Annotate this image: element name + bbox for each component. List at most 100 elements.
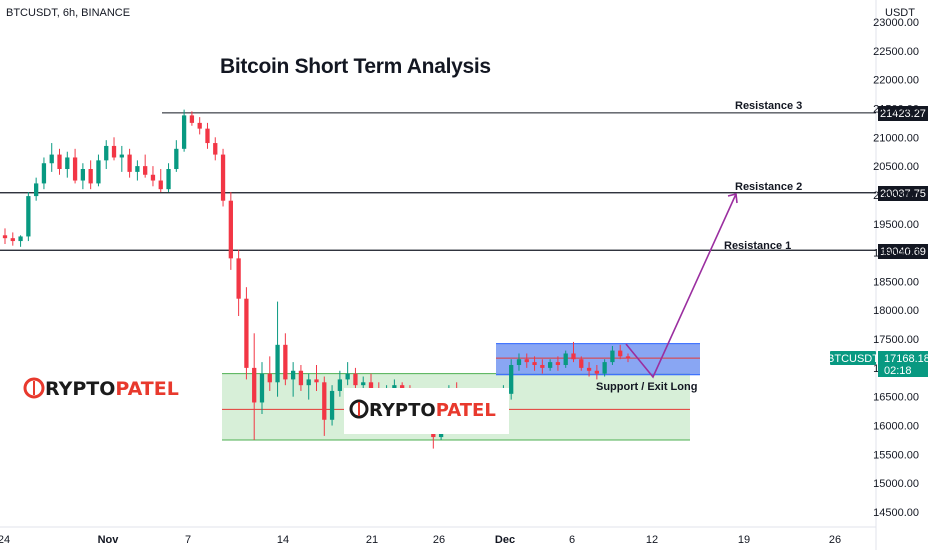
logo-left-icon (23, 377, 45, 399)
candle-body (135, 166, 140, 172)
price-tick-label: 16000.00 (873, 421, 919, 433)
candle-body (10, 238, 15, 242)
resistance-2-label: Resistance 2 (735, 181, 802, 193)
time-tick-label: 14 (277, 534, 289, 546)
time-tick-label: 6 (569, 534, 575, 546)
candle-body (516, 359, 522, 365)
candle-body (244, 298, 249, 368)
resistance-3-label: Resistance 3 (735, 100, 802, 112)
time-tick-label: Dec (495, 534, 515, 546)
candle-body (174, 148, 179, 169)
symbol-badge (830, 351, 876, 365)
candle-body (563, 353, 568, 365)
candle-body (625, 356, 631, 359)
symbol-info[interactable]: BTCUSDT, 6h, BINANCE (6, 7, 131, 19)
candle-body (306, 379, 311, 386)
resistance-1-price: 19040.69 (880, 246, 926, 258)
candle-body (213, 143, 218, 155)
price-tick-label: 18500.00 (873, 276, 919, 288)
candle-body (602, 362, 607, 374)
price-tick-label: 20000.00 (873, 190, 919, 202)
price-tick-label: 22000.00 (873, 75, 919, 87)
candle-body (228, 200, 233, 259)
time-axis[interactable]: 24 Nov 7 14 21 26 Dec 6 12 19 26 (0, 534, 841, 546)
current-price-badge: BTCUSDT 17168.18 02:18 (827, 351, 930, 377)
projection-arrow (625, 193, 738, 379)
candle-body (610, 350, 615, 363)
price-tick-label: 16500.00 (873, 392, 919, 404)
price-tick-label: 21000.00 (873, 132, 919, 144)
candle-body (104, 145, 109, 161)
candle-body (88, 169, 93, 184)
price-badge (878, 351, 928, 377)
price-axis[interactable]: 23000.00 22500.00 22000.00 21500.00 21000.00… (873, 17, 919, 519)
candle-body (158, 180, 163, 190)
candle-body (329, 390, 335, 420)
time-tick-label: 21 (366, 534, 378, 546)
candle-body (205, 128, 210, 144)
candle-body (119, 154, 124, 158)
time-tick-label: 24 (0, 534, 10, 546)
candle-body (345, 373, 350, 380)
resistance-2-group: Resistance 2 20037.75 (735, 181, 928, 201)
price-tick-label: 18000.00 (873, 305, 919, 317)
price-tick-label: 15500.00 (873, 449, 919, 461)
candle-body (80, 169, 86, 181)
logo-left-text: RYPTOPATEL (45, 378, 179, 400)
candle-body (65, 157, 70, 169)
candle-body (18, 236, 23, 242)
candle-body (532, 362, 537, 365)
candle-body (181, 115, 187, 149)
price-tick-label: 19000.00 (873, 248, 919, 260)
candle-body (368, 382, 374, 389)
price-tick-label: 17500.00 (873, 334, 919, 346)
candle-body (555, 362, 561, 365)
logo-center-icon (349, 399, 369, 419)
logo-center: RYPTOPATEL (344, 388, 509, 434)
candle-body (361, 382, 366, 386)
candle-body (579, 359, 584, 368)
candle-body (220, 154, 226, 201)
time-tick-label: 26 (829, 534, 841, 546)
candle-body (236, 258, 241, 299)
time-tick-label: 12 (646, 534, 658, 546)
candle-body (189, 115, 195, 123)
candle-body (618, 350, 623, 357)
resistance-2-price: 20037.75 (880, 188, 926, 200)
candle-body (197, 122, 202, 129)
candle-body (275, 344, 280, 383)
chart-title: Bitcoin Short Term Analysis (220, 55, 491, 78)
price-tick-label: 23000.00 (873, 17, 919, 29)
price-badge-countdown: 02:18 (884, 365, 912, 377)
levels-layer (0, 112, 876, 251)
candle-body (337, 379, 343, 391)
logo-left: RYPTOPATEL (23, 377, 179, 400)
candle-body (298, 370, 304, 386)
price-tick-label: 21500.00 (873, 103, 919, 115)
candle-body (259, 373, 265, 403)
symbol-badge-text: BTCUSDT (827, 353, 879, 365)
candle-body (540, 365, 545, 368)
candle-body (96, 160, 101, 184)
candle-body (322, 382, 327, 420)
price-tick-label: 14500.00 (873, 507, 919, 519)
candle-body (41, 163, 47, 184)
candle-body (547, 362, 553, 368)
time-tick-label: 7 (185, 534, 191, 546)
candle-body (111, 145, 117, 158)
price-tick-label: 22500.00 (873, 46, 919, 58)
candle-body (127, 154, 132, 172)
price-badge-value: 17168.18 (884, 353, 930, 365)
candle-body (353, 373, 358, 386)
time-tick-label: 26 (433, 534, 445, 546)
logo-center-text: RYPTOPATEL (369, 400, 496, 421)
resistance-3-group: Resistance 3 21423.27 (735, 100, 928, 121)
candle-body (34, 183, 39, 197)
resistance-3-price: 21423.27 (880, 108, 926, 120)
candle-body (586, 367, 592, 371)
candle-body (509, 365, 514, 394)
candle-body (26, 196, 31, 237)
time-tick-label: Nov (98, 534, 120, 546)
candle-body (57, 154, 62, 169)
